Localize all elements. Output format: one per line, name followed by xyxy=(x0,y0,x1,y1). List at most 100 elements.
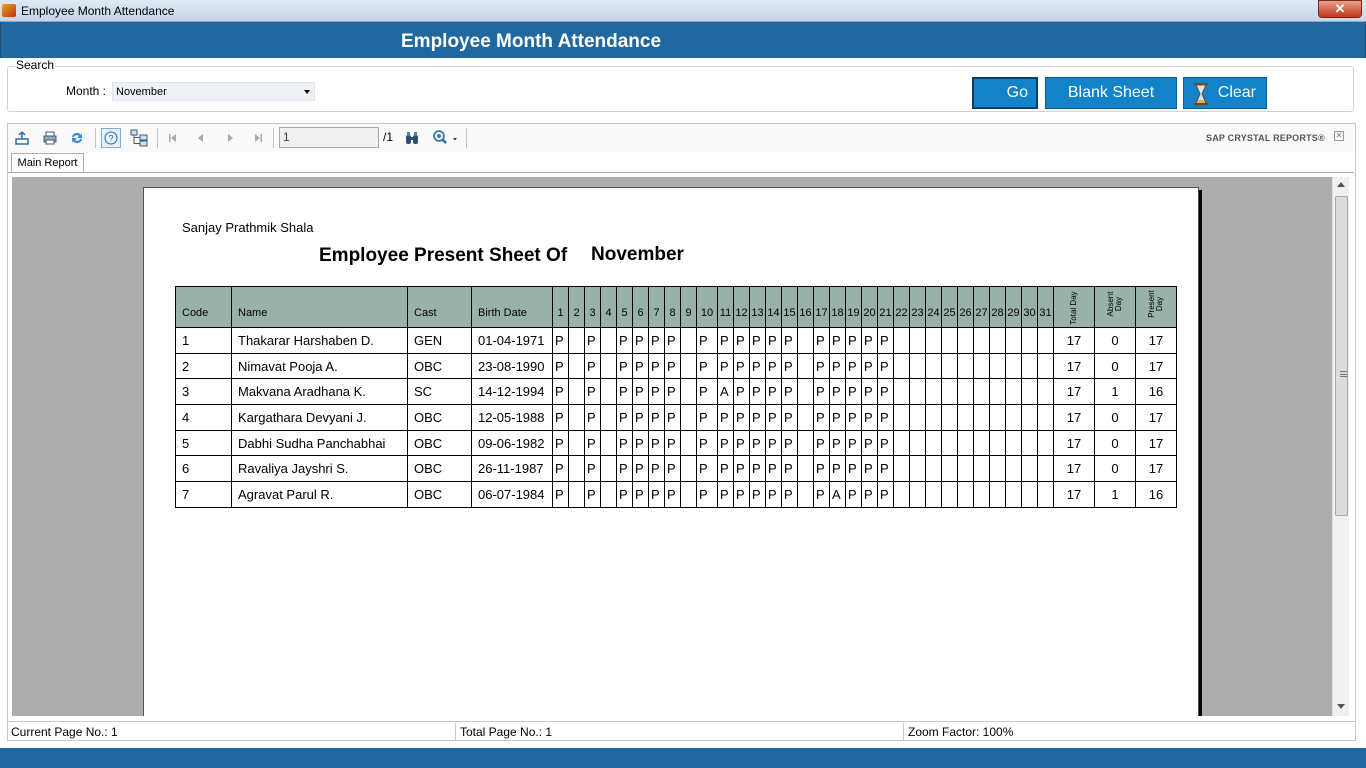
status-separator xyxy=(903,723,904,740)
cell-name: Makvana Aradhana K. xyxy=(231,378,408,406)
close-icon[interactable]: ✕ xyxy=(1334,131,1344,141)
cell-day: P xyxy=(765,455,782,483)
month-select[interactable]: November xyxy=(112,82,315,101)
month-select-value: November xyxy=(116,86,167,98)
blank-sheet-button[interactable]: Blank Sheet xyxy=(1045,77,1177,109)
cell-day: P xyxy=(813,378,830,406)
grip-icon xyxy=(1340,371,1347,377)
cell-day: P xyxy=(781,378,798,406)
export-icon[interactable] xyxy=(12,128,32,148)
vertical-scrollbar[interactable] xyxy=(1332,177,1349,716)
cell-day: A xyxy=(829,481,846,508)
column-header-day: 16 xyxy=(797,286,814,328)
print-icon[interactable] xyxy=(40,128,60,148)
scroll-down-icon[interactable] xyxy=(1337,704,1345,709)
scrollbar-thumb[interactable] xyxy=(1335,196,1348,516)
cell-day xyxy=(797,327,814,354)
cell-day xyxy=(909,327,926,354)
cell-day: P xyxy=(648,352,665,380)
page-total: /1 xyxy=(383,130,394,144)
cell-day: P xyxy=(632,481,649,508)
column-header-day: 18 xyxy=(829,286,846,328)
window-title: Employee Month Attendance xyxy=(21,4,175,18)
cell-code: 2 xyxy=(175,352,232,380)
cell-day: P xyxy=(829,455,846,483)
cell-day xyxy=(893,455,910,483)
cell-day: P xyxy=(584,378,601,406)
cell-day xyxy=(680,455,697,483)
cell-day: P xyxy=(733,378,750,406)
cell-total-day: 17 xyxy=(1053,327,1095,354)
cell-birth-date: 26-11-1987 xyxy=(471,455,553,483)
cell-day xyxy=(568,352,585,380)
cell-day: P xyxy=(632,352,649,380)
column-header-day: 4 xyxy=(600,286,617,328)
zoom-icon[interactable] xyxy=(430,128,462,148)
cell-day: P xyxy=(696,404,718,431)
report-month: November xyxy=(591,244,684,265)
table-row: 5 Dabhi Sudha Panchabhai OBC 09-06-1982 P P P P… xyxy=(175,429,1177,457)
cell-code: 3 xyxy=(175,378,232,406)
cell-absent-day: 0 xyxy=(1094,327,1136,354)
cell-day xyxy=(941,404,958,431)
cell-day: P xyxy=(632,327,649,354)
cell-total-day: 17 xyxy=(1053,378,1095,406)
cell-day: P xyxy=(829,378,846,406)
group-tree-icon[interactable] xyxy=(129,128,149,148)
close-window-button[interactable]: ✕ xyxy=(1318,0,1362,18)
cell-day xyxy=(989,481,1006,508)
next-page-icon[interactable] xyxy=(220,128,240,148)
last-page-icon[interactable] xyxy=(248,128,268,148)
cell-day: P xyxy=(552,429,569,457)
column-header-day: 7 xyxy=(648,286,665,328)
clear-button[interactable]: Clear xyxy=(1183,77,1267,109)
cell-day xyxy=(1021,455,1038,483)
cell-birth-date: 12-05-1988 xyxy=(471,404,553,431)
cell-day: P xyxy=(584,404,601,431)
cell-day: P xyxy=(733,455,750,483)
first-page-icon[interactable] xyxy=(163,128,183,148)
cell-day: P xyxy=(845,352,862,380)
tab-main-report[interactable]: Main Report xyxy=(11,153,84,173)
column-header-code: Code xyxy=(175,286,232,328)
cell-name: Kargathara Devyani J. xyxy=(231,404,408,431)
cell-day xyxy=(680,404,697,431)
cell-name: Thakarar Harshaben D. xyxy=(231,327,408,354)
table-row: 7 Agravat Parul R. OBC 06-07-1984 P P P P P P P P P P… xyxy=(175,481,1177,508)
column-header-day: 20 xyxy=(861,286,878,328)
cell-day: P xyxy=(765,327,782,354)
table-row: 1 Thakarar Harshaben D. GEN 01-04-1971 P P P P P… xyxy=(175,327,1177,354)
search-legend: Search xyxy=(15,58,56,72)
cell-day: P xyxy=(616,352,633,380)
cell-day: P xyxy=(584,481,601,508)
chevron-down-icon[interactable] xyxy=(304,90,310,94)
find-icon[interactable] xyxy=(402,128,422,148)
cell-day: P xyxy=(877,404,894,431)
cell-day xyxy=(1021,404,1038,431)
go-button[interactable]: Go xyxy=(972,77,1038,109)
scroll-up-icon[interactable] xyxy=(1337,182,1345,187)
column-header-birth-date: Birth Date xyxy=(471,286,553,328)
cell-cast: OBC xyxy=(407,352,472,380)
cell-day: P xyxy=(861,455,878,483)
page-title: Employee Month Attendance xyxy=(401,31,662,52)
cell-day: P xyxy=(584,455,601,483)
cell-day: P xyxy=(749,352,766,380)
previous-page-icon[interactable] xyxy=(191,128,211,148)
column-header-day: 2 xyxy=(568,286,585,328)
cell-day xyxy=(600,429,617,457)
table-row: 3 Makvana Aradhana K. SC 14-12-1994 P P P P P P P A… xyxy=(175,378,1177,406)
refresh-icon[interactable] xyxy=(67,128,87,148)
cell-day: P xyxy=(813,352,830,380)
cell-day: P xyxy=(717,429,734,457)
help-icon[interactable]: ? xyxy=(101,128,121,148)
cell-day: P xyxy=(749,455,766,483)
cell-day xyxy=(989,378,1006,406)
cell-day xyxy=(568,429,585,457)
page-number-input[interactable]: 1 xyxy=(279,127,379,148)
cell-day xyxy=(600,352,617,380)
cell-day: P xyxy=(632,404,649,431)
cell-day: P xyxy=(781,404,798,431)
cell-day xyxy=(1021,327,1038,354)
cell-day: P xyxy=(813,327,830,354)
